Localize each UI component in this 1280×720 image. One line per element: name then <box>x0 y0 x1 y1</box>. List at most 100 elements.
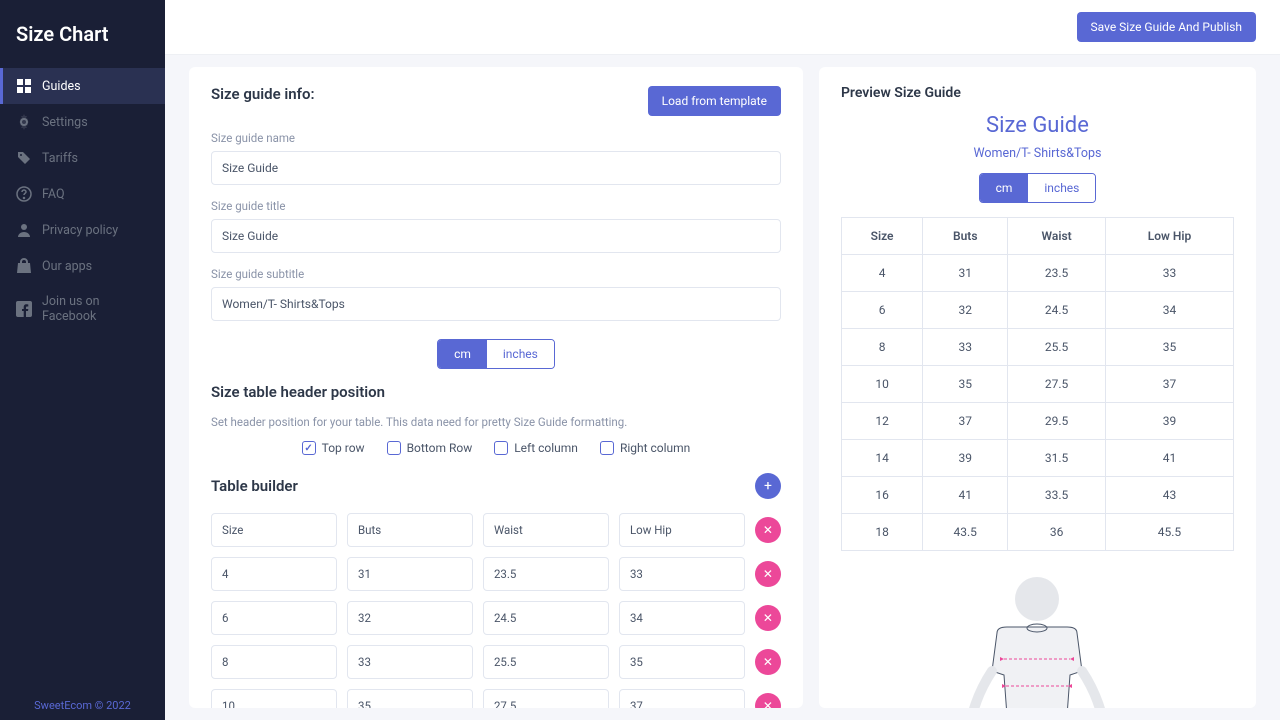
sidebar-item-label: FAQ <box>42 187 65 202</box>
sidebar-item-guides[interactable]: Guides <box>0 68 165 104</box>
cell-input[interactable] <box>619 601 745 635</box>
cell-input[interactable] <box>619 645 745 679</box>
subtitle-input[interactable] <box>211 287 781 321</box>
preview-th: Waist <box>1008 218 1106 255</box>
grid-icon <box>16 78 32 94</box>
sidebar-item-label: Privacy policy <box>42 223 118 238</box>
cell-input[interactable] <box>211 645 337 679</box>
main: Save Size Guide And Publish Size guide i… <box>165 0 1280 720</box>
cell-input[interactable] <box>619 557 745 591</box>
name-label: Size guide name <box>211 131 781 145</box>
sidebar-item-privacy-policy[interactable]: Privacy policy <box>0 212 165 248</box>
cell-input[interactable] <box>483 601 609 635</box>
preview-cell: 29.5 <box>1008 403 1106 440</box>
delete-row-button[interactable]: ✕ <box>755 561 781 587</box>
sidebar-item-label: Tariffs <box>42 151 78 166</box>
name-input[interactable] <box>211 151 781 185</box>
preview-unit-cm-button[interactable]: cm <box>980 174 1029 202</box>
sidebar-item-settings[interactable]: Settings <box>0 104 165 140</box>
builder-header-row: ✕ <box>211 513 781 547</box>
cell-input[interactable] <box>483 689 609 708</box>
gear-icon <box>16 114 32 130</box>
sidebar-item-tariffs[interactable]: Tariffs <box>0 140 165 176</box>
sidebar-item-faq[interactable]: FAQ <box>0 176 165 212</box>
builder-data-row: ✕ <box>211 645 781 679</box>
checkbox[interactable] <box>494 441 508 455</box>
preview-cell: 23.5 <box>1008 255 1106 292</box>
cell-input[interactable] <box>347 645 473 679</box>
cell-input[interactable] <box>483 513 609 547</box>
checkbox[interactable] <box>600 441 614 455</box>
sidebar-item-label: Join us on Facebook <box>42 294 149 324</box>
cell-input[interactable] <box>347 689 473 708</box>
preview-cell: 8 <box>841 329 922 366</box>
unit-cm-button[interactable]: cm <box>438 340 487 368</box>
preview-cell: 33.5 <box>1008 477 1106 514</box>
title-label: Size guide title <box>211 199 781 213</box>
delete-row-button[interactable]: ✕ <box>755 517 781 543</box>
user-icon <box>16 222 32 238</box>
cell-input[interactable] <box>483 645 609 679</box>
cell-input[interactable] <box>211 557 337 591</box>
checkbox[interactable] <box>387 441 401 455</box>
preview-cell: 14 <box>841 440 922 477</box>
preview-subtitle: Women/T- Shirts&Tops <box>841 146 1234 161</box>
content: Size guide info: Load from template Size… <box>165 55 1280 720</box>
facebook-icon <box>16 301 32 317</box>
cell-input[interactable] <box>619 513 745 547</box>
preview-unit-toggle: cm inches <box>841 173 1234 203</box>
preview-row: 83325.535 <box>841 329 1233 366</box>
editor-panel: Size guide info: Load from template Size… <box>189 67 803 708</box>
cell-input[interactable] <box>347 557 473 591</box>
app-title: Size Chart <box>0 0 165 68</box>
builder-data-row: ✕ <box>211 689 781 708</box>
preview-th: Size <box>841 218 922 255</box>
header-pos-option[interactable]: Bottom Row <box>387 441 473 455</box>
cell-input[interactable] <box>211 689 337 708</box>
topbar: Save Size Guide And Publish <box>165 0 1280 55</box>
preview-row: 63224.534 <box>841 292 1233 329</box>
preview-cell: 36 <box>1008 514 1106 551</box>
cell-input[interactable] <box>619 689 745 708</box>
preview-cell: 18 <box>841 514 922 551</box>
preview-heading: Size Guide <box>841 113 1234 138</box>
preview-cell: 6 <box>841 292 922 329</box>
preview-cell: 10 <box>841 366 922 403</box>
tag-icon <box>16 150 32 166</box>
preview-cell: 35 <box>923 366 1008 403</box>
preview-cell: 34 <box>1105 292 1233 329</box>
preview-unit-inches-button[interactable]: inches <box>1028 174 1095 202</box>
sidebar-item-our-apps[interactable]: Our apps <box>0 248 165 284</box>
cell-input[interactable] <box>347 513 473 547</box>
title-input[interactable] <box>211 219 781 253</box>
cell-input[interactable] <box>211 601 337 635</box>
preview-row: 103527.537 <box>841 366 1233 403</box>
checkbox[interactable] <box>302 441 316 455</box>
info-title: Size guide info: <box>211 85 315 103</box>
header-pos-option[interactable]: Left column <box>494 441 578 455</box>
preview-cell: 33 <box>1105 255 1233 292</box>
delete-row-button[interactable]: ✕ <box>755 605 781 631</box>
cell-input[interactable] <box>347 601 473 635</box>
builder-rows: ✕✕✕✕✕✕✕ <box>211 513 781 708</box>
cell-input[interactable] <box>211 513 337 547</box>
preview-table: SizeButsWaistLow Hip 43123.53363224.5348… <box>841 217 1234 551</box>
header-pos-option[interactable]: Right column <box>600 441 690 455</box>
preview-row: 164133.543 <box>841 477 1233 514</box>
preview-cell: 33 <box>923 329 1008 366</box>
header-pos-hint: Set header position for your table. This… <box>211 415 781 429</box>
sidebar-nav: GuidesSettings Tariffs FAQ Privacy policy Ou… <box>0 68 165 691</box>
delete-row-button[interactable]: ✕ <box>755 649 781 675</box>
sidebar-footer: SweetEcom © 2022 <box>0 691 165 720</box>
preview-cell: 25.5 <box>1008 329 1106 366</box>
add-row-button[interactable]: + <box>755 473 781 499</box>
load-template-button[interactable]: Load from template <box>648 86 781 116</box>
preview-cell: 41 <box>1105 440 1233 477</box>
sidebar-item-join-us-on-facebook[interactable]: Join us on Facebook <box>0 284 165 334</box>
preview-cell: 39 <box>923 440 1008 477</box>
cell-input[interactable] <box>483 557 609 591</box>
unit-inches-button[interactable]: inches <box>487 340 554 368</box>
save-publish-button[interactable]: Save Size Guide And Publish <box>1077 12 1256 42</box>
header-pos-option[interactable]: Top row <box>302 441 365 455</box>
delete-row-button[interactable]: ✕ <box>755 693 781 708</box>
